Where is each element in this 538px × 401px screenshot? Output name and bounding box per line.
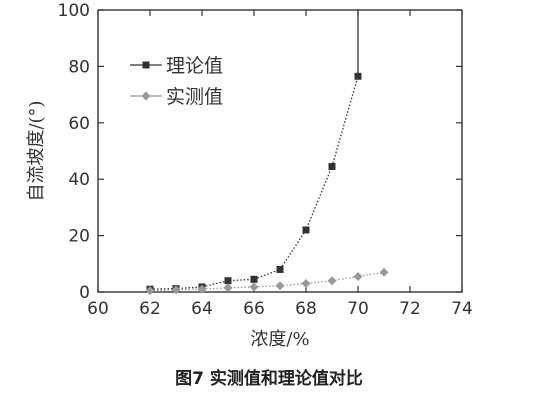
x-tick-label: 68 xyxy=(295,299,317,319)
legend-item: 理论值 xyxy=(130,55,223,77)
data-point xyxy=(171,285,181,295)
series-line xyxy=(149,271,385,292)
plot-frame xyxy=(97,9,463,293)
data-point xyxy=(250,275,258,283)
x-tick-label: 72 xyxy=(399,299,421,319)
data-point xyxy=(276,265,284,273)
y-tick-label: 80 xyxy=(68,57,90,77)
data-point xyxy=(302,226,310,234)
data-point xyxy=(223,283,233,293)
figure-caption: 图7 实测值和理论值对比 xyxy=(175,369,363,389)
legend-marker xyxy=(141,91,151,101)
data-point xyxy=(197,284,207,294)
data-point xyxy=(354,72,362,80)
legend-item: 实测值 xyxy=(130,86,223,108)
y-tick-label: 100 xyxy=(58,1,90,21)
series-line xyxy=(149,76,359,290)
data-point xyxy=(145,286,155,296)
x-tick-label: 60 xyxy=(87,299,109,319)
data-point xyxy=(224,277,232,285)
x-tick-label: 70 xyxy=(347,299,369,319)
x-axis-label: 浓度/% xyxy=(250,329,309,350)
data-point xyxy=(275,281,285,291)
x-tick-label: 62 xyxy=(139,299,161,319)
data-point xyxy=(301,279,311,289)
y-tick-label: 60 xyxy=(68,114,90,134)
y-axis-label: 自流坡度/(°) xyxy=(26,100,47,201)
data-point xyxy=(353,271,363,281)
x-tick-label: 74 xyxy=(451,299,473,319)
series-1 xyxy=(146,10,362,293)
legend-marker xyxy=(142,61,150,69)
legend-label: 理论值 xyxy=(166,55,223,77)
data-point xyxy=(327,276,337,286)
data-point xyxy=(379,267,389,277)
legend-label: 实测值 xyxy=(166,86,223,108)
y-tick-label: 0 xyxy=(79,283,90,303)
x-tick-label: 64 xyxy=(191,299,213,319)
data-point xyxy=(249,282,259,292)
series-2 xyxy=(145,267,389,296)
y-tick-label: 20 xyxy=(68,227,90,247)
x-tick-label: 66 xyxy=(243,299,265,319)
y-tick-label: 40 xyxy=(68,170,90,190)
data-point xyxy=(328,163,336,171)
